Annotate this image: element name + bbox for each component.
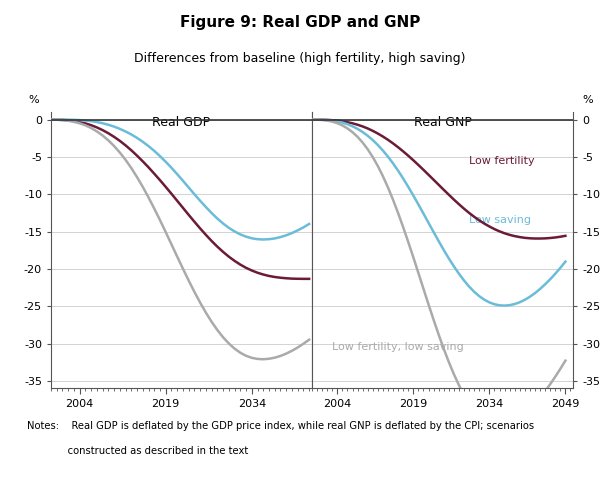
Text: Low fertility, low saving: Low fertility, low saving: [332, 342, 464, 353]
Text: %: %: [582, 95, 593, 105]
Text: Differences from baseline (high fertility, high saving): Differences from baseline (high fertilit…: [134, 52, 466, 65]
Text: Real GNP: Real GNP: [413, 116, 472, 129]
Text: %: %: [29, 95, 40, 105]
Text: Low saving: Low saving: [469, 215, 531, 226]
Text: Notes:    Real GDP is deflated by the GDP price index, while real GNP is deflate: Notes: Real GDP is deflated by the GDP p…: [27, 421, 534, 431]
Text: Figure 9: Real GDP and GNP: Figure 9: Real GDP and GNP: [180, 15, 420, 30]
Text: Real GDP: Real GDP: [152, 116, 211, 129]
Text: Low fertility: Low fertility: [469, 155, 535, 166]
Text: constructed as described in the text: constructed as described in the text: [27, 446, 248, 456]
